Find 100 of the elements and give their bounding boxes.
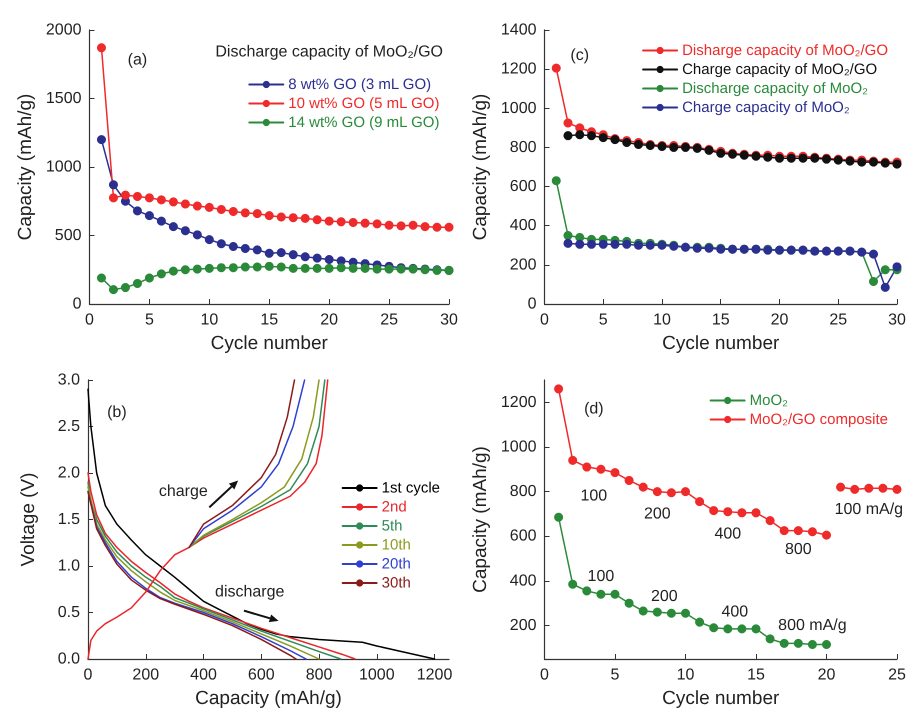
point xyxy=(666,488,676,498)
x-tick-label: 600 xyxy=(248,666,275,684)
x-tick-label: 1000 xyxy=(359,666,395,684)
annotation: discharge xyxy=(215,584,285,601)
point xyxy=(132,278,142,288)
point xyxy=(180,226,190,236)
point xyxy=(384,264,394,274)
x-tick-label: 5 xyxy=(144,312,154,328)
point xyxy=(264,262,274,271)
point xyxy=(216,263,226,272)
point xyxy=(108,180,118,190)
legend-label: Charge capacity of MoO₂ xyxy=(682,99,850,116)
point xyxy=(587,131,596,140)
point xyxy=(276,212,286,222)
y-tick-label: 400 xyxy=(510,217,537,234)
point xyxy=(156,195,166,204)
annotation: 200 xyxy=(650,588,678,606)
x-tick-label: 5 xyxy=(598,312,608,328)
x-tick-label: 25 xyxy=(380,312,398,328)
point xyxy=(610,240,620,249)
point xyxy=(168,266,178,276)
annotation: (a) xyxy=(128,52,148,69)
point xyxy=(878,484,888,493)
annotation: 400 xyxy=(714,526,742,543)
legend-label: 8 wt% GO (3 mL GO) xyxy=(288,76,432,93)
point xyxy=(360,218,370,228)
point xyxy=(766,634,775,644)
point xyxy=(575,130,584,140)
point xyxy=(808,527,817,536)
point xyxy=(554,384,564,394)
point xyxy=(880,282,890,292)
x-tick-label: 20 xyxy=(818,666,836,684)
y-tick-label: 800 xyxy=(510,138,537,156)
legend-label: Disharge capacity of MoO₂/GO xyxy=(682,42,888,59)
point xyxy=(192,202,202,211)
y-tick-label: 200 xyxy=(510,256,537,274)
x-tick-label: 0 xyxy=(540,312,550,328)
point xyxy=(252,209,262,218)
point xyxy=(723,507,732,516)
point xyxy=(312,215,322,224)
y-tick-label: 200 xyxy=(510,617,537,634)
point xyxy=(444,222,454,232)
point xyxy=(144,193,154,202)
point xyxy=(300,264,310,273)
point xyxy=(822,640,831,649)
annotation: 400 xyxy=(721,604,748,621)
y-tick-label: 1200 xyxy=(500,394,537,411)
point xyxy=(869,276,878,286)
legend-label: 30th xyxy=(382,574,411,592)
point xyxy=(596,464,606,474)
point xyxy=(869,250,878,259)
point xyxy=(892,484,902,494)
annotation: (d) xyxy=(584,400,604,418)
annotation: (b) xyxy=(107,404,127,422)
point xyxy=(120,283,130,292)
y-tick-label: 0.5 xyxy=(58,604,80,621)
point xyxy=(564,118,572,128)
point xyxy=(144,211,154,220)
point xyxy=(610,468,620,478)
legend-label: 14 wt% GO (9 mL GO) xyxy=(288,114,440,131)
x-tick-label: 15 xyxy=(747,666,765,684)
point xyxy=(794,526,803,536)
point xyxy=(336,217,346,226)
y-tick-label: 2.0 xyxy=(58,464,80,482)
point xyxy=(204,202,214,212)
y-tick-label: 600 xyxy=(510,178,537,196)
point xyxy=(624,476,634,485)
point xyxy=(312,264,322,273)
annotation: 200 xyxy=(644,505,671,522)
point xyxy=(252,245,262,254)
point xyxy=(552,64,561,73)
legend-label: 10 wt% GO (5 mL GO) xyxy=(288,95,440,112)
legend-label: 10th xyxy=(382,536,411,554)
point xyxy=(204,235,214,244)
point xyxy=(622,240,632,249)
point xyxy=(695,618,704,627)
point xyxy=(360,264,370,273)
y-tick-label: 600 xyxy=(510,528,537,545)
point xyxy=(108,285,118,294)
point xyxy=(709,623,718,632)
point xyxy=(752,508,760,518)
y-axis-title: Capacity (mAh/g) xyxy=(15,94,36,240)
point xyxy=(384,220,394,230)
point xyxy=(681,487,690,496)
x-axis-title: Cycle number xyxy=(210,333,329,354)
legend-label: 5th xyxy=(382,518,403,534)
point xyxy=(892,262,902,272)
point xyxy=(564,238,572,248)
x-axis-title: Capacity (mAh/g) xyxy=(195,688,342,709)
point xyxy=(554,512,564,522)
point xyxy=(372,219,382,228)
legend-label: MoO₂/GO composite xyxy=(750,411,888,428)
point xyxy=(288,250,298,260)
point xyxy=(300,252,310,262)
point xyxy=(564,131,572,140)
point xyxy=(752,624,760,634)
x-tick-label: 25 xyxy=(888,666,906,684)
x-tick-label: 30 xyxy=(440,312,458,328)
annotation: charge xyxy=(158,483,208,500)
y-tick-label: 1500 xyxy=(46,90,82,107)
